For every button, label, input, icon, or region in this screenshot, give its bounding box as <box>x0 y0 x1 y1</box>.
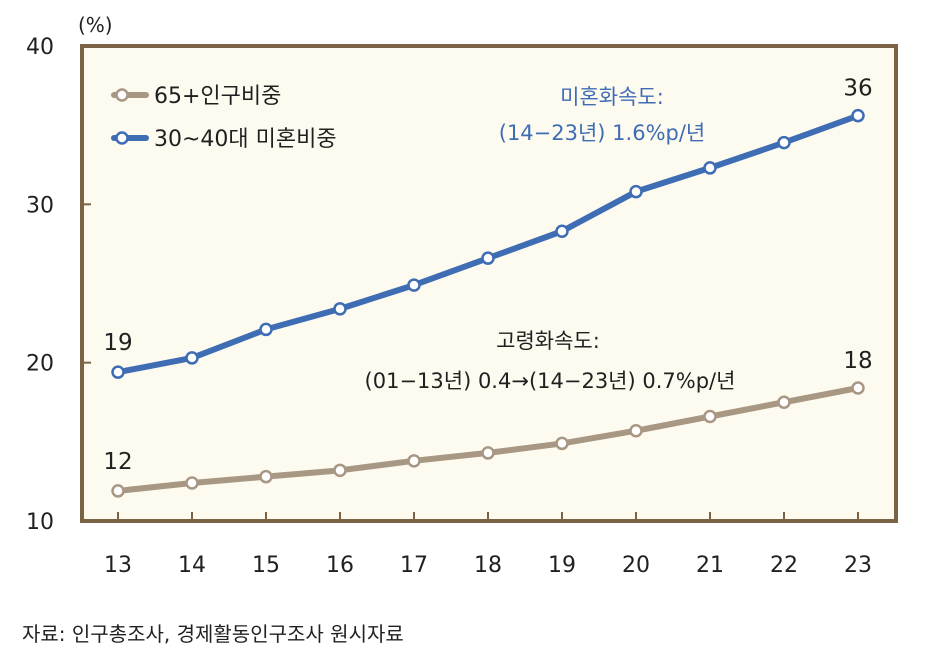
legend-label-unmarried: 30~40대 미혼비중 <box>154 127 337 152</box>
point-aged-14 <box>185 476 199 490</box>
x-tick-label-9: 22 <box>770 553 798 578</box>
point-aged-22 <box>777 395 791 409</box>
data-label-aged-end: 18 <box>843 348 872 374</box>
legend: 65+인구비중 30~40대 미혼비중 <box>111 84 337 152</box>
y-axis-ticks: 10 20 30 40 <box>26 35 91 535</box>
legend-label-aged: 65+인구비중 <box>154 84 281 109</box>
source-note: 자료: 인구총조사, 경제활동인구조사 원시자료 <box>22 622 404 646</box>
point-aged-19 <box>555 436 569 451</box>
point-unmarried-15 <box>259 322 273 337</box>
point-unmarried-13 <box>111 365 125 379</box>
point-aged-13 <box>111 484 125 498</box>
point-aged-21 <box>703 409 717 424</box>
y-tick-label-2: 30 <box>26 193 54 218</box>
line-chart: (%) 10 20 30 40 13 14 15 16 17 18 19 20 21 22 23 65+인… <box>26 13 898 578</box>
point-aged-17 <box>407 454 421 468</box>
annotation-unmarried-rate: (14−23년) 1.6%p/년 <box>499 121 706 145</box>
x-tick-label-8: 21 <box>696 553 724 578</box>
point-aged-15 <box>259 469 273 484</box>
x-tick-label-5: 18 <box>474 553 502 578</box>
point-unmarried-23 <box>851 108 865 123</box>
annotation-aging-title: 고령화속도: <box>496 329 600 353</box>
data-label-unmarried-end: 36 <box>843 76 872 102</box>
x-tick-label-4: 17 <box>400 553 428 578</box>
point-unmarried-21 <box>703 161 717 175</box>
point-aged-20 <box>629 424 643 438</box>
y-axis-unit-label: (%) <box>78 13 113 37</box>
legend-blue-marker <box>115 131 129 145</box>
point-aged-23 <box>851 381 865 395</box>
y-tick-label-1: 20 <box>26 352 54 377</box>
annotation-unmarried-title: 미혼화속도: <box>560 85 664 109</box>
point-unmarried-22 <box>777 135 791 150</box>
plot-area <box>82 46 896 521</box>
point-unmarried-18 <box>481 251 495 265</box>
point-unmarried-20 <box>629 184 643 199</box>
series-lines <box>111 108 865 498</box>
data-label-aged-start: 12 <box>103 449 132 475</box>
point-unmarried-17 <box>407 278 421 292</box>
plot-frame <box>80 44 898 523</box>
annotation-aging-rate: (01−13년) 0.4→(14−23년) 0.7%p/년 <box>365 369 736 393</box>
point-unmarried-19 <box>555 224 569 238</box>
x-tick-label-6: 19 <box>548 553 576 578</box>
x-tick-label-1: 14 <box>178 553 206 578</box>
x-tick-label-3: 16 <box>326 553 354 578</box>
point-unmarried-16 <box>333 302 347 316</box>
y-tick-label-0: 10 <box>26 510 54 535</box>
point-unmarried-14 <box>185 351 199 365</box>
point-aged-16 <box>333 463 347 478</box>
data-label-unmarried-start: 19 <box>103 330 132 356</box>
x-tick-label-0: 13 <box>104 553 132 578</box>
x-tick-label-10: 23 <box>844 553 872 578</box>
y-tick-label-3: 40 <box>26 35 54 60</box>
x-tick-label-2: 15 <box>252 553 280 578</box>
x-axis-ticks: 13 14 15 16 17 18 19 20 21 22 23 <box>104 512 872 578</box>
point-aged-18 <box>481 446 495 460</box>
x-tick-label-7: 20 <box>622 553 650 578</box>
legend-tan-marker <box>115 88 129 102</box>
